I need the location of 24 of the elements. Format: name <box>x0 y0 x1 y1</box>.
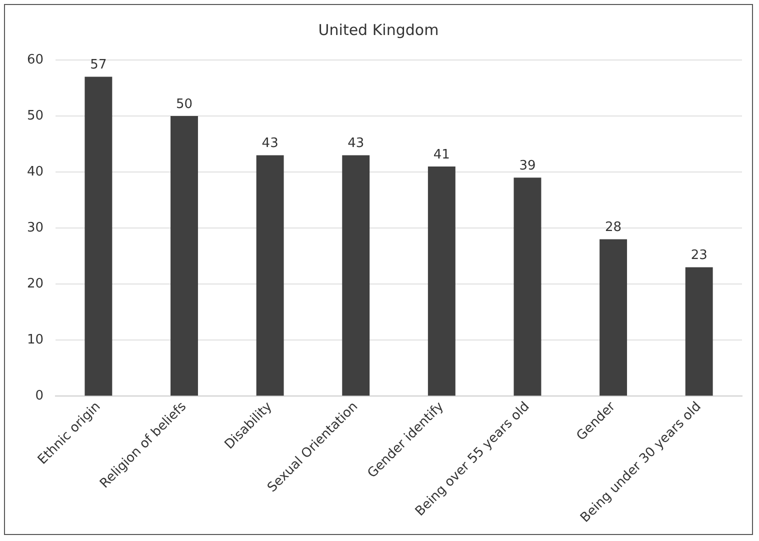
data-label: 39 <box>519 158 536 174</box>
y-tick-label: 50 <box>26 108 44 124</box>
data-label: 28 <box>605 220 622 236</box>
bar <box>428 166 456 396</box>
data-label: 43 <box>348 136 364 152</box>
bar <box>84 76 112 396</box>
data-label: 50 <box>176 96 193 112</box>
bar <box>342 155 370 396</box>
data-label: 57 <box>90 58 107 73</box>
data-label: 43 <box>262 136 278 152</box>
bar <box>685 267 713 396</box>
y-tick-label: 0 <box>35 388 44 404</box>
y-tick-label: 30 <box>26 220 44 236</box>
y-tick-label: 40 <box>26 164 44 180</box>
bar <box>600 239 628 396</box>
bar <box>170 116 198 396</box>
bar <box>256 155 284 396</box>
chart-title: United Kingdom <box>318 20 439 39</box>
bar <box>514 178 542 396</box>
data-label: 41 <box>433 147 450 162</box>
y-tick-label: 20 <box>26 276 44 292</box>
data-label: 23 <box>690 248 708 264</box>
y-tick-label: 10 <box>26 332 44 348</box>
y-tick-label: 60 <box>26 52 44 68</box>
